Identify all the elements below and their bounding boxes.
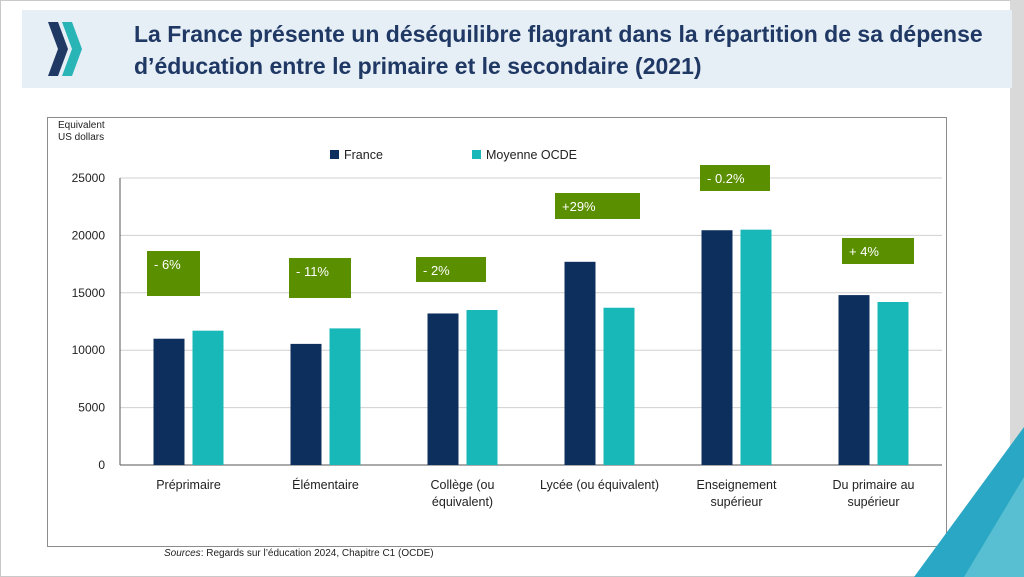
bar-france bbox=[427, 313, 459, 465]
change-annotation-box bbox=[416, 257, 486, 282]
source-text: : Regards sur l’éducation 2024, Chapitre… bbox=[200, 548, 434, 559]
x-category-label: Enseignement supérieur bbox=[697, 478, 777, 509]
x-category-label: Collège (ou équivalent) bbox=[431, 478, 495, 509]
source-prefix: Sources bbox=[164, 548, 201, 559]
change-annotation-box bbox=[555, 193, 640, 219]
x-category-label: Du primaire au supérieur bbox=[833, 478, 915, 509]
corner-decoration bbox=[914, 427, 1024, 577]
change-annotation-label: + 4% bbox=[849, 244, 879, 259]
change-annotation-label: - 6% bbox=[154, 257, 181, 272]
bar-oecd bbox=[192, 330, 224, 465]
bar-oecd bbox=[740, 229, 772, 465]
legend-swatch bbox=[472, 150, 481, 159]
oecd-logo-icon bbox=[48, 22, 82, 76]
change-annotation-box bbox=[147, 251, 200, 296]
logo-stripe-1 bbox=[48, 22, 68, 76]
logo-stripe-2 bbox=[62, 22, 82, 76]
x-category-label: Élémentaire bbox=[292, 477, 359, 492]
change-annotation-label: +29% bbox=[562, 199, 596, 214]
slide-title: La France présente un déséquilibre flagr… bbox=[134, 21, 983, 79]
x-category-label: Lycée (ou équivalent) bbox=[540, 478, 659, 492]
bar-france bbox=[153, 338, 185, 465]
legend-label: Moyenne OCDE bbox=[486, 148, 577, 162]
bar-france bbox=[838, 295, 870, 465]
bar-france bbox=[290, 343, 322, 465]
x-category-label: Préprimaire bbox=[156, 478, 221, 492]
bar-france bbox=[701, 230, 733, 465]
change-annotation-label: - 0.2% bbox=[707, 171, 745, 186]
y-tick-label: 20000 bbox=[72, 228, 106, 242]
change-annotation-box bbox=[700, 165, 770, 191]
bar-oecd bbox=[466, 310, 498, 465]
bar-oecd bbox=[329, 328, 361, 465]
legend-label: France bbox=[344, 148, 383, 162]
y-tick-label: 25000 bbox=[72, 171, 106, 185]
corner-shape-light bbox=[964, 477, 1024, 577]
legend-swatch bbox=[330, 150, 339, 159]
change-annotation-label: - 11% bbox=[296, 264, 329, 279]
change-annotation-box bbox=[842, 238, 914, 264]
change-annotation-label: - 2% bbox=[423, 263, 450, 278]
y-axis-label: Equivalent US dollars bbox=[58, 120, 105, 143]
y-tick-label: 15000 bbox=[72, 286, 106, 300]
title-bar bbox=[22, 10, 1012, 88]
change-annotation-box bbox=[289, 258, 351, 298]
y-tick-label: 5000 bbox=[78, 401, 105, 415]
source-note: Sources: Regards sur l’éducation 2024, C… bbox=[164, 548, 434, 559]
y-tick-label: 10000 bbox=[72, 343, 106, 357]
bar-oecd bbox=[877, 301, 909, 465]
y-tick-label: 0 bbox=[98, 458, 105, 472]
bar-oecd bbox=[603, 307, 635, 465]
bar-france bbox=[564, 261, 596, 465]
